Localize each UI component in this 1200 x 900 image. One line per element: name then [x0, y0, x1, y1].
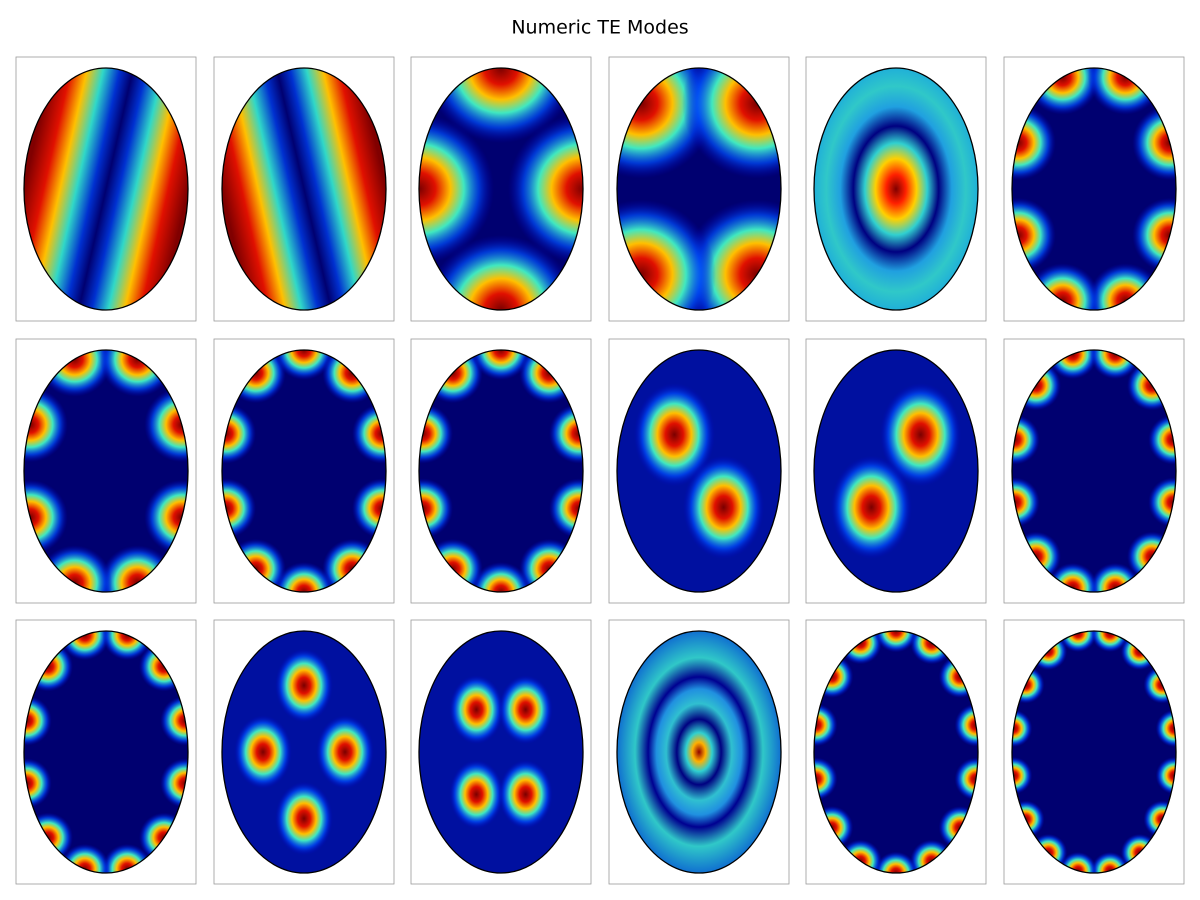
lobe: [316, 715, 374, 789]
field: [1012, 631, 1176, 873]
field: [24, 350, 188, 592]
lobe: [449, 675, 504, 745]
field: [222, 68, 386, 310]
boundary: [221, 349, 387, 593]
boundary: [23, 630, 189, 874]
lobe: [633, 382, 715, 487]
mode-panel: [1003, 619, 1185, 885]
lobe: [419, 114, 494, 264]
mode-panel: [608, 56, 790, 322]
lobe: [830, 455, 912, 560]
mode-panel: [213, 56, 395, 322]
lobe: [449, 759, 504, 829]
mode-field: [222, 631, 386, 873]
lobe: [471, 562, 531, 592]
mode-panel: [410, 338, 592, 604]
field: [24, 68, 188, 310]
mode-field: [814, 68, 978, 310]
mode-field: [814, 350, 978, 592]
mode-panel: [805, 619, 987, 885]
mode-field: [24, 68, 188, 310]
figure-title: Numeric TE Modes: [511, 17, 688, 39]
boundary: [1011, 349, 1177, 593]
lobe: [471, 350, 531, 380]
mode-panel: [410, 619, 592, 885]
mode-panel: [15, 338, 197, 604]
boundary: [418, 67, 584, 311]
mode-field: [617, 68, 781, 310]
mode-panel: [608, 338, 790, 604]
boundary: [418, 349, 584, 593]
mode-field: [617, 631, 781, 873]
boundary: [616, 67, 782, 311]
boundary: [616, 349, 782, 593]
mode-panel: [15, 56, 197, 322]
lobe: [508, 114, 583, 264]
lobe: [274, 562, 334, 592]
mode-panel: [15, 619, 197, 885]
boundary: [813, 630, 979, 874]
mode-field: [419, 68, 583, 310]
boundary: [23, 67, 189, 311]
mode-panel: [608, 619, 790, 885]
lobe: [880, 382, 962, 487]
boundary: [221, 630, 387, 874]
lobe: [275, 781, 333, 856]
mode-panel: [1003, 338, 1185, 604]
mode-panel: [213, 619, 395, 885]
boundary: [813, 349, 979, 593]
lobe: [498, 675, 553, 745]
mode-field: [419, 631, 583, 873]
mode-field: [617, 350, 781, 592]
lobe: [274, 350, 334, 380]
mode-panel: [1003, 56, 1185, 322]
mode-panel: [805, 338, 987, 604]
field: [1012, 68, 1176, 310]
mode-field: [1012, 68, 1176, 310]
lobe: [683, 455, 765, 560]
lobe: [426, 68, 576, 143]
mode-panel: [213, 338, 395, 604]
boundary: [616, 630, 782, 874]
boundary: [1011, 67, 1177, 311]
mode-panel: [805, 56, 987, 322]
field: [419, 631, 583, 873]
boundary: [1011, 630, 1177, 874]
lobe: [234, 715, 292, 789]
boundary: [418, 630, 584, 874]
boundary: [23, 349, 189, 593]
field: [814, 68, 978, 310]
field: [617, 631, 781, 873]
boundary: [813, 67, 979, 311]
lobe: [498, 759, 553, 829]
mode-panel: [410, 56, 592, 322]
lobe: [426, 235, 576, 310]
boundary: [221, 67, 387, 311]
mode-field: [222, 68, 386, 310]
lobe: [275, 648, 333, 723]
